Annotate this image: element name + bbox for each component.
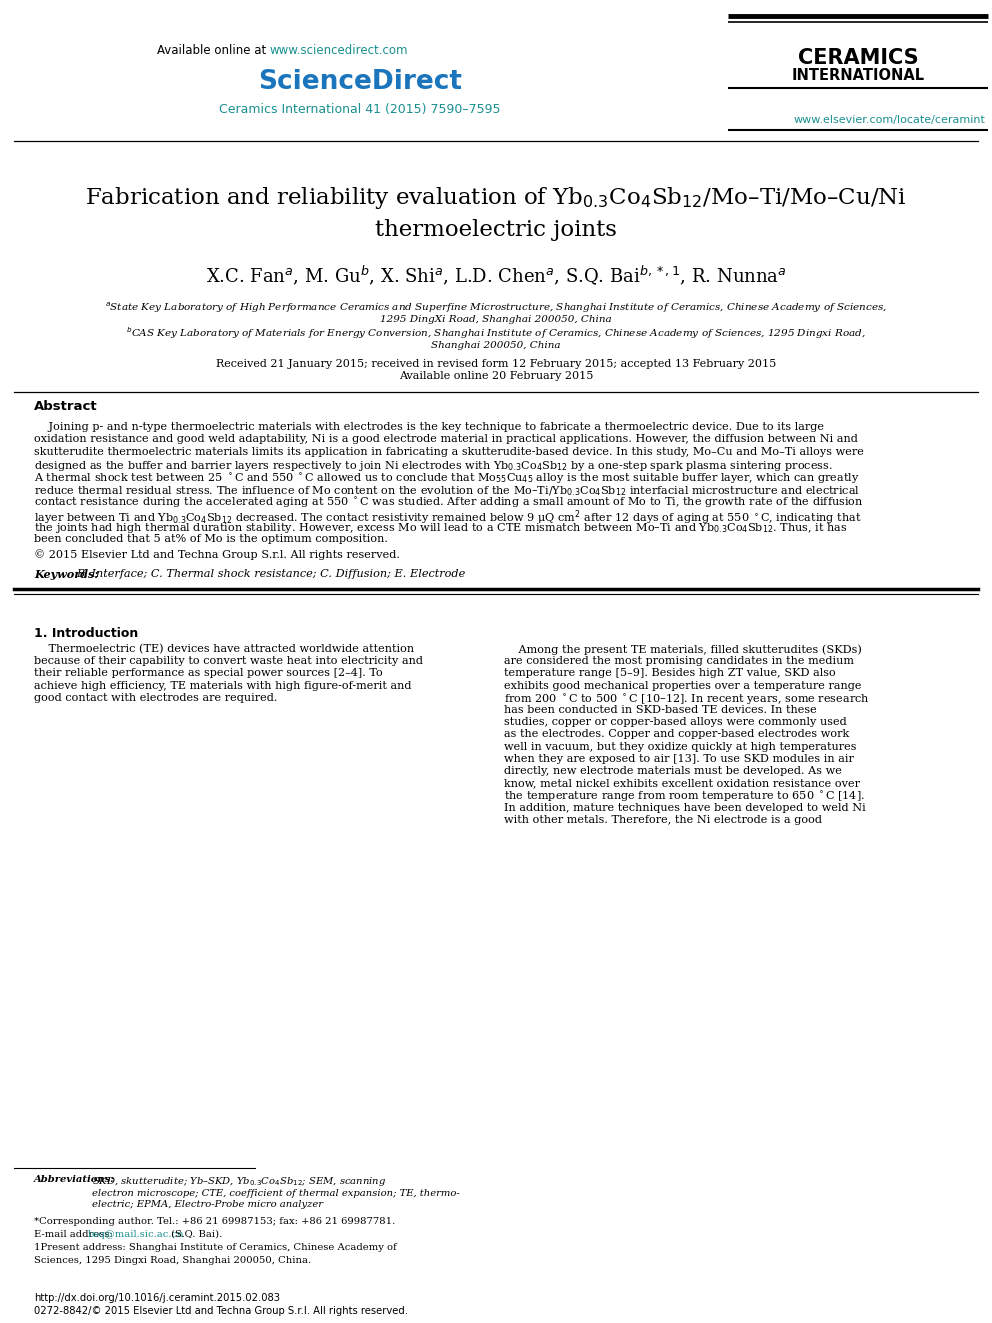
Text: directly, new electrode materials must be developed. As we: directly, new electrode materials must b… xyxy=(504,766,842,777)
Text: temperature range [5–9]. Besides high ZT value, SKD also: temperature range [5–9]. Besides high ZT… xyxy=(504,668,835,679)
Text: skutterudite thermoelectric materials limits its application in fabricating a sk: skutterudite thermoelectric materials li… xyxy=(34,447,864,456)
Text: 1. Introduction: 1. Introduction xyxy=(34,627,138,640)
Text: from 200 $^\circ$C to 500 $^\circ$C [10–12]. In recent years, some research: from 200 $^\circ$C to 500 $^\circ$C [10–… xyxy=(504,693,870,706)
Text: designed as the buffer and barrier layers respectively to join Ni electrodes wit: designed as the buffer and barrier layer… xyxy=(34,459,833,474)
Text: their reliable performance as special power sources [2–4]. To: their reliable performance as special po… xyxy=(34,668,383,679)
Text: achieve high efficiency, TE materials with high figure-of-merit and: achieve high efficiency, TE materials wi… xyxy=(34,680,412,691)
Text: X.C. Fan$^a$, M. Gu$^b$, X. Shi$^a$, L.D. Chen$^a$, S.Q. Bai$^{b,*,1}$, R. Nunna: X.C. Fan$^a$, M. Gu$^b$, X. Shi$^a$, L.D… xyxy=(205,263,787,287)
Text: the temperature range from room temperature to 650 $^\circ$C [14].: the temperature range from room temperat… xyxy=(504,790,865,804)
Text: oxidation resistance and good weld adaptability, Ni is a good electrode material: oxidation resistance and good weld adapt… xyxy=(34,434,858,445)
Text: B. Interface; C. Thermal shock resistance; C. Diffusion; E. Electrode: B. Interface; C. Thermal shock resistanc… xyxy=(76,569,465,579)
Text: Joining p- and n-type thermoelectric materials with electrodes is the key techni: Joining p- and n-type thermoelectric mat… xyxy=(34,422,824,433)
Text: Abstract: Abstract xyxy=(34,401,97,414)
Text: been concluded that 5 at% of Mo is the optimum composition.: been concluded that 5 at% of Mo is the o… xyxy=(34,533,388,544)
Text: studies, copper or copper-based alloys were commonly used: studies, copper or copper-based alloys w… xyxy=(504,717,847,728)
Text: thermoelectric joints: thermoelectric joints xyxy=(375,220,617,241)
Text: $^b$CAS Key Laboratory of Materials for Energy Conversion, Shanghai Institute of: $^b$CAS Key Laboratory of Materials for … xyxy=(126,325,866,341)
Text: layer between Ti and Yb$_{0.3}$Co$_4$Sb$_{12}$ decreased. The contact resistivit: layer between Ti and Yb$_{0.3}$Co$_4$Sb$… xyxy=(34,509,862,528)
Text: exhibits good mechanical properties over a temperature range: exhibits good mechanical properties over… xyxy=(504,680,861,691)
Text: www.elsevier.com/locate/ceramint: www.elsevier.com/locate/ceramint xyxy=(794,115,985,124)
Text: Thermoelectric (TE) devices have attracted worldwide attention: Thermoelectric (TE) devices have attract… xyxy=(34,644,414,655)
Text: Available online 20 February 2015: Available online 20 February 2015 xyxy=(399,370,593,381)
Text: E-mail address:: E-mail address: xyxy=(34,1230,116,1240)
Text: $^a$State Key Laboratory of High Performance Ceramics and Superfine Microstructu: $^a$State Key Laboratory of High Perform… xyxy=(105,300,887,315)
Text: 1295 DingXi Road, Shanghai 200050, China: 1295 DingXi Road, Shanghai 200050, China xyxy=(380,315,612,324)
Text: Available online at: Available online at xyxy=(157,44,270,57)
Text: A thermal shock test between 25 $^\circ$C and 550 $^\circ$C allowed us to conclu: A thermal shock test between 25 $^\circ$… xyxy=(34,471,860,486)
Text: www.sciencedirect.com: www.sciencedirect.com xyxy=(270,44,409,57)
Text: good contact with electrodes are required.: good contact with electrodes are require… xyxy=(34,693,278,703)
Text: as the electrodes. Copper and copper-based electrodes work: as the electrodes. Copper and copper-bas… xyxy=(504,729,849,740)
Text: with other metals. Therefore, the Ni electrode is a good: with other metals. Therefore, the Ni ele… xyxy=(504,815,822,824)
Text: has been conducted in SKD-based TE devices. In these: has been conducted in SKD-based TE devic… xyxy=(504,705,816,714)
Text: 1Present address: Shanghai Institute of Ceramics, Chinese Academy of: 1Present address: Shanghai Institute of … xyxy=(34,1244,397,1252)
Text: Ceramics International 41 (2015) 7590–7595: Ceramics International 41 (2015) 7590–75… xyxy=(219,103,501,116)
Text: Among the present TE materials, filled skutterudites (SKDs): Among the present TE materials, filled s… xyxy=(504,644,862,655)
Text: Sciences, 1295 Dingxi Road, Shanghai 200050, China.: Sciences, 1295 Dingxi Road, Shanghai 200… xyxy=(34,1256,311,1265)
Text: Fabrication and reliability evaluation of Yb$_{0.3}$Co$_4$Sb$_{12}$/Mo–Ti/Mo–Cu/: Fabrication and reliability evaluation o… xyxy=(85,185,907,210)
Text: (S.Q. Bai).: (S.Q. Bai). xyxy=(168,1230,222,1240)
Text: contact resistance during the accelerated aging at 550 $^\circ$C was studied. Af: contact resistance during the accelerate… xyxy=(34,496,864,511)
Text: http://dx.doi.org/10.1016/j.ceramint.2015.02.083: http://dx.doi.org/10.1016/j.ceramint.201… xyxy=(34,1293,280,1303)
Text: the joints had high thermal duration stability. However, excess Mo will lead to : the joints had high thermal duration sta… xyxy=(34,521,847,536)
Text: bsq@mail.sic.ac.cn: bsq@mail.sic.ac.cn xyxy=(88,1230,185,1240)
Text: are considered the most promising candidates in the medium: are considered the most promising candid… xyxy=(504,656,854,667)
Text: In addition, mature techniques have been developed to weld Ni: In addition, mature techniques have been… xyxy=(504,803,866,812)
Text: 0272-8842/© 2015 Elsevier Ltd and Techna Group S.r.l. All rights reserved.: 0272-8842/© 2015 Elsevier Ltd and Techna… xyxy=(34,1306,408,1316)
Text: Keywords:: Keywords: xyxy=(34,569,102,579)
Text: SKD, skutterudite; Yb–SKD, Yb$_{0.3}$Co$_4$Sb$_{12}$; SEM, scanning
electron mic: SKD, skutterudite; Yb–SKD, Yb$_{0.3}$Co$… xyxy=(92,1175,459,1209)
Text: INTERNATIONAL: INTERNATIONAL xyxy=(792,69,925,83)
Text: Received 21 January 2015; received in revised form 12 February 2015; accepted 13: Received 21 January 2015; received in re… xyxy=(216,359,776,369)
Text: © 2015 Elsevier Ltd and Techna Group S.r.l. All rights reserved.: © 2015 Elsevier Ltd and Techna Group S.r… xyxy=(34,549,400,560)
Text: know, metal nickel exhibits excellent oxidation resistance over: know, metal nickel exhibits excellent ox… xyxy=(504,778,860,789)
Text: ScienceDirect: ScienceDirect xyxy=(258,69,462,95)
Text: well in vacuum, but they oxidize quickly at high temperatures: well in vacuum, but they oxidize quickly… xyxy=(504,742,856,751)
Text: Abbreviations:: Abbreviations: xyxy=(34,1175,118,1184)
Text: Shanghai 200050, China: Shanghai 200050, China xyxy=(432,340,560,349)
Text: when they are exposed to air [13]. To use SKD modules in air: when they are exposed to air [13]. To us… xyxy=(504,754,854,763)
Text: because of their capability to convert waste heat into electricity and: because of their capability to convert w… xyxy=(34,656,423,667)
Text: CERAMICS: CERAMICS xyxy=(798,48,919,67)
Text: *Corresponding author. Tel.: +86 21 69987153; fax: +86 21 69987781.: *Corresponding author. Tel.: +86 21 6998… xyxy=(34,1217,395,1226)
Text: reduce thermal residual stress. The influence of Mo content on the evolution of : reduce thermal residual stress. The infl… xyxy=(34,484,860,497)
